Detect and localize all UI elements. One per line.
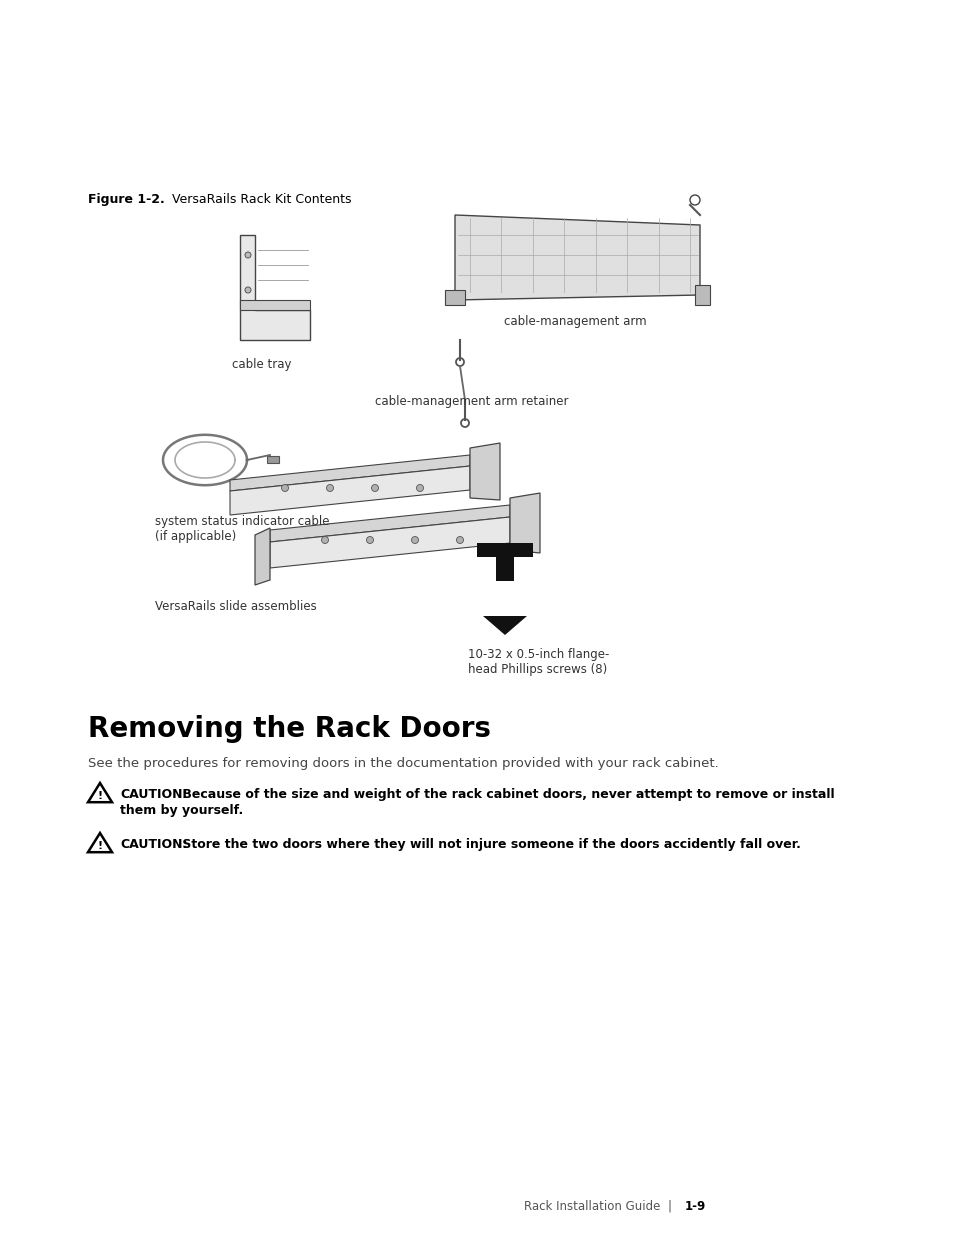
Text: See the procedures for removing doors in the documentation provided with your ra: See the procedures for removing doors in…: [88, 757, 718, 769]
Text: CAUTION:: CAUTION:: [120, 839, 188, 851]
Circle shape: [321, 536, 328, 543]
Text: Removing the Rack Doors: Removing the Rack Doors: [88, 715, 491, 743]
Text: Figure 1-2.: Figure 1-2.: [88, 193, 165, 206]
Polygon shape: [270, 505, 510, 542]
Circle shape: [411, 536, 418, 543]
Circle shape: [245, 252, 251, 258]
Polygon shape: [240, 235, 310, 340]
Bar: [444, 290, 464, 305]
Bar: [499, 561, 510, 571]
Polygon shape: [254, 529, 270, 585]
Text: cable-management arm retainer: cable-management arm retainer: [375, 395, 568, 408]
Text: 1-9: 1-9: [684, 1200, 705, 1213]
Text: 10-32 x 0.5-inch flange-: 10-32 x 0.5-inch flange-: [468, 648, 609, 661]
Bar: [267, 456, 278, 463]
Polygon shape: [470, 443, 499, 500]
Text: VersaRails slide assemblies: VersaRails slide assemblies: [154, 600, 316, 613]
Polygon shape: [482, 616, 526, 635]
Text: VersaRails Rack Kit Contents: VersaRails Rack Kit Contents: [156, 193, 351, 206]
Text: Store the two doors where they will not injure someone if the doors accidently f: Store the two doors where they will not …: [178, 839, 800, 851]
Text: cable-management arm: cable-management arm: [503, 315, 645, 329]
Circle shape: [245, 287, 251, 293]
Text: (if applicable): (if applicable): [154, 530, 236, 543]
Text: them by yourself.: them by yourself.: [120, 804, 243, 818]
Circle shape: [416, 484, 423, 492]
Circle shape: [281, 484, 288, 492]
Text: CAUTION:: CAUTION:: [120, 788, 188, 802]
Text: |: |: [667, 1200, 671, 1213]
Circle shape: [371, 484, 378, 492]
Text: Because of the size and weight of the rack cabinet doors, never attempt to remov: Because of the size and weight of the ra…: [178, 788, 834, 802]
Circle shape: [456, 536, 463, 543]
Text: !: !: [97, 841, 103, 851]
Text: Rack Installation Guide: Rack Installation Guide: [523, 1200, 659, 1213]
Text: system status indicator cable: system status indicator cable: [154, 515, 329, 529]
Text: !: !: [97, 792, 103, 802]
Bar: [695, 285, 709, 305]
Polygon shape: [270, 517, 510, 568]
Polygon shape: [230, 454, 470, 492]
Circle shape: [366, 536, 374, 543]
Polygon shape: [510, 493, 539, 553]
Bar: [496, 546, 514, 580]
Text: head Phillips screws (8): head Phillips screws (8): [468, 663, 607, 676]
Polygon shape: [455, 215, 700, 300]
Polygon shape: [240, 300, 310, 310]
Bar: [476, 543, 533, 557]
Text: cable tray: cable tray: [232, 358, 292, 370]
Polygon shape: [230, 466, 470, 515]
Circle shape: [326, 484, 334, 492]
